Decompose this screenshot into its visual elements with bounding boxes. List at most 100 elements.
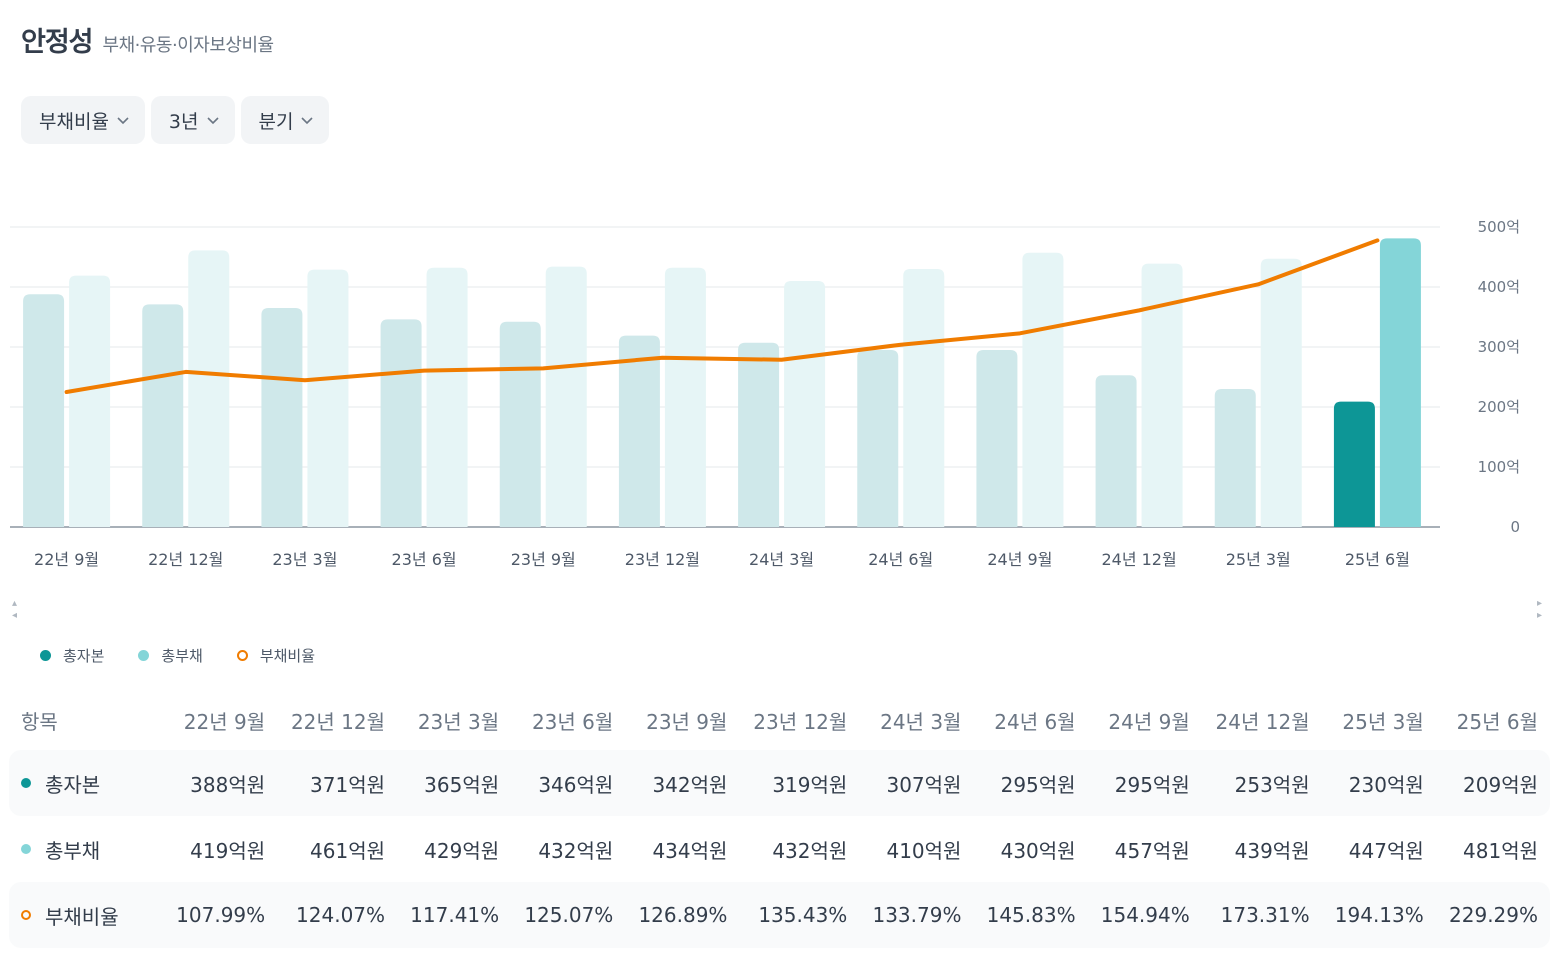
row-label: 총자본	[45, 772, 101, 797]
bar-debt	[1379, 238, 1421, 527]
table-cell: 439억원	[1234, 838, 1310, 863]
bar-equity	[1095, 375, 1137, 527]
bar-debt	[1260, 258, 1302, 527]
table-cell: 133.79%	[859, 882, 974, 948]
interval-dropdown-label: 분기	[258, 110, 294, 133]
bar-debt	[903, 269, 945, 527]
bar-equity	[1333, 401, 1375, 527]
x-tick-label: 23년 3월	[272, 550, 337, 569]
period-dropdown-label: 3년	[168, 110, 199, 133]
table-column-header: 25년 3월	[1342, 709, 1424, 734]
table-cell: 295억원	[1087, 750, 1202, 816]
legend-dot-icon	[40, 650, 51, 661]
metric-dropdown[interactable]: 부채비율	[21, 96, 145, 144]
table-cell: 124.07%	[277, 882, 398, 948]
table-row-ratio: 부채비율 107.99% 124.07% 117.41% 125.07% 126…	[9, 882, 1550, 948]
bar-equity	[261, 308, 303, 527]
filter-bar: 부채비율 3년 분기	[21, 96, 330, 144]
x-tick-label: 24년 3월	[749, 550, 814, 569]
table-cell: 253억원	[1201, 750, 1322, 816]
bar-debt	[1141, 263, 1183, 527]
row-label: 부채비율	[45, 904, 119, 929]
x-tick-label: 22년 12월	[148, 550, 223, 569]
table-cell: 117.41%	[397, 882, 512, 948]
row-label-cell: 부채비율	[9, 882, 163, 948]
bar-equity	[23, 294, 65, 527]
table-cell: 429억원	[424, 838, 500, 863]
bar-equity	[499, 321, 541, 527]
table-cell: 371억원	[277, 750, 398, 816]
x-tick-label: 24년 12월	[1101, 550, 1176, 569]
x-tick-label: 23년 12월	[625, 550, 700, 569]
table-cell: 145.83%	[973, 882, 1088, 948]
table-column-header: 24년 12월	[1215, 709, 1310, 734]
bar-equity	[976, 350, 1018, 527]
table-column-header: 24년 6월	[994, 709, 1076, 734]
table-column-header: 23년 9월	[646, 709, 728, 734]
table-column-header: 22년 9월	[183, 709, 266, 734]
legend-label: 총자본	[63, 647, 105, 665]
legend-item-equity[interactable]: 총자본	[40, 645, 104, 666]
bar-equity	[738, 342, 780, 527]
table-cell: 410억원	[886, 838, 962, 863]
bar-debt	[784, 281, 826, 527]
table-cell: 307억원	[859, 750, 974, 816]
y-tick-label: 0	[1510, 518, 1520, 536]
interval-dropdown[interactable]: 분기	[240, 96, 330, 144]
bar-debt	[664, 267, 706, 527]
table-cell: 107.99%	[163, 882, 278, 948]
section-title: 안정성	[21, 27, 94, 58]
table-header-label: 항목	[21, 709, 58, 734]
bar-equity	[618, 335, 660, 527]
table-column-header: 24년 9월	[1108, 709, 1190, 734]
bar-debt	[1022, 252, 1064, 528]
bar-debt	[69, 275, 111, 527]
table-cell: 342억원	[625, 750, 740, 816]
table-cell: 419억원	[190, 838, 266, 863]
scroll-left-icon[interactable]: ▴ ◂	[12, 598, 18, 621]
table-cell: 481억원	[1463, 838, 1538, 863]
x-tick-label: 25년 3월	[1226, 550, 1291, 569]
y-tick-label: 500억	[1478, 218, 1520, 236]
x-tick-label: 24년 9월	[987, 550, 1052, 569]
table-column-header: 23년 3월	[417, 709, 500, 734]
x-tick-label: 23년 9월	[511, 550, 576, 569]
chevron-down-icon	[206, 117, 219, 125]
row-label-cell: 총자본	[9, 750, 163, 816]
table-column-header: 23년 6월	[531, 709, 614, 734]
table-cell: 295억원	[973, 750, 1088, 816]
table-cell: 430억원	[1000, 838, 1076, 863]
table-header-row: 항목 22년 9월 22년 12월 23년 3월 23년 6월 23년 9월 2…	[9, 690, 1550, 750]
x-tick-label: 23년 6월	[392, 550, 457, 569]
table-cell: 194.13%	[1321, 882, 1436, 948]
table-cell: 388억원	[163, 750, 278, 816]
y-tick-label: 300억	[1478, 338, 1520, 356]
table-cell: 229.29%	[1435, 882, 1550, 948]
metric-dropdown-label: 부채비율	[39, 110, 109, 133]
x-tick-label: 25년 6월	[1345, 550, 1410, 569]
ratio-line	[64, 238, 1380, 395]
table-cell: 457억원	[1114, 838, 1190, 863]
chevron-down-icon	[301, 117, 314, 125]
bar-equity	[857, 350, 899, 527]
bar-debt	[426, 267, 468, 527]
table-column-header: 22년 12월	[290, 709, 386, 734]
row-ring-icon	[21, 910, 31, 920]
y-tick-label: 200억	[1478, 398, 1520, 416]
chevron-down-icon	[117, 117, 129, 125]
table-cell: 365억원	[397, 750, 512, 816]
table-cell: 434억원	[652, 838, 728, 863]
legend-item-ratio[interactable]: 부채비율	[236, 645, 315, 666]
table-column-header: 23년 12월	[753, 709, 848, 734]
row-dot-icon	[21, 778, 31, 788]
chart-legend: 총자본 총부채 부채비율	[40, 645, 349, 666]
scroll-right-icon[interactable]: ▸ ▸	[1537, 598, 1543, 621]
table-cell: 230억원	[1321, 750, 1436, 816]
bar-debt	[307, 269, 349, 527]
table-cell: 432억원	[538, 838, 614, 863]
bar-debt	[188, 250, 230, 527]
row-label: 총부채	[45, 838, 101, 863]
table-cell: 346억원	[511, 750, 626, 816]
period-dropdown[interactable]: 3년	[150, 96, 235, 144]
legend-item-debt[interactable]: 총부채	[138, 645, 203, 666]
